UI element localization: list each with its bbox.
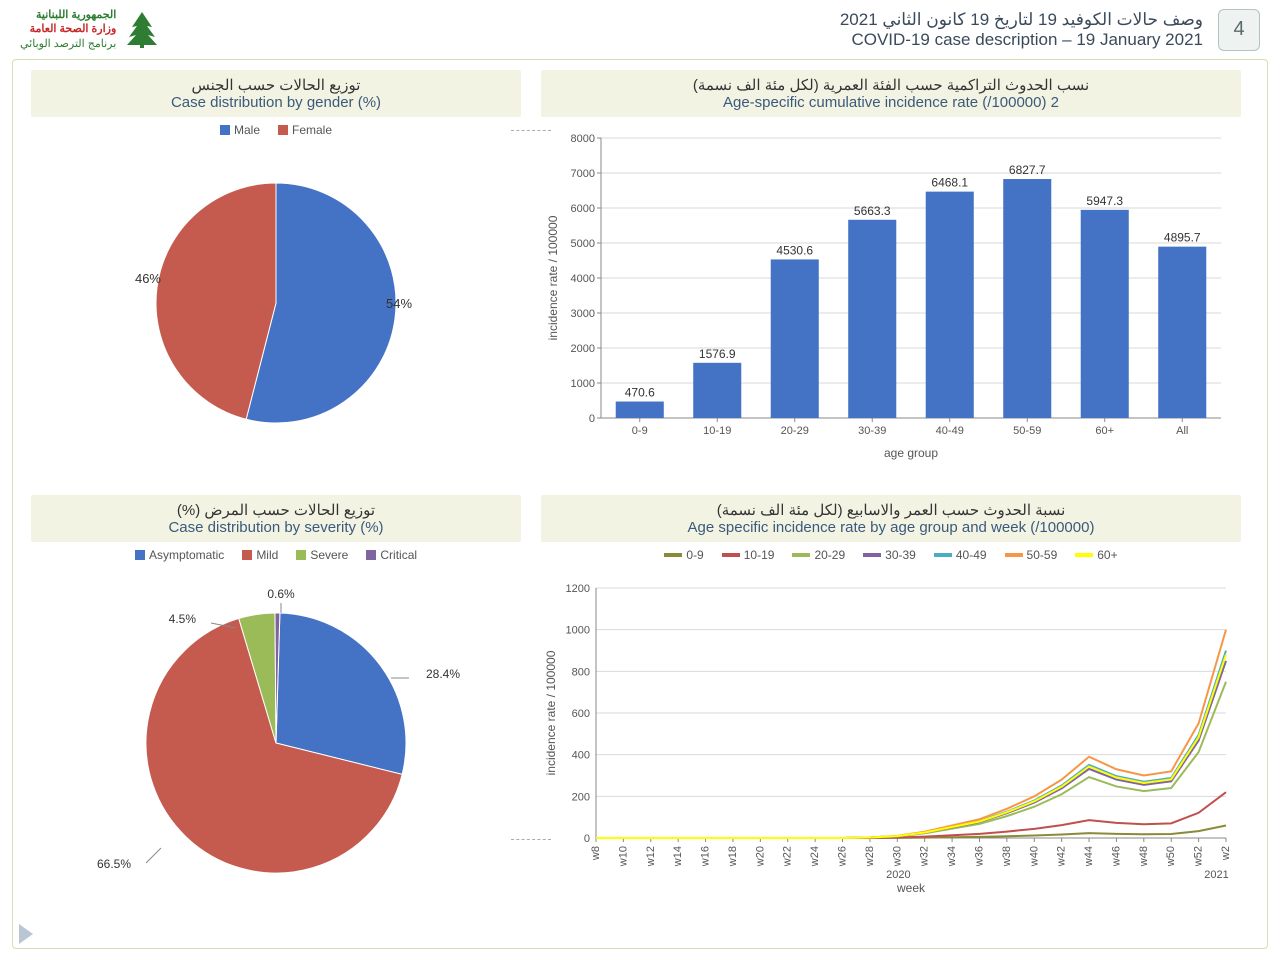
svg-text:46%: 46%: [135, 271, 161, 286]
svg-text:66.5%: 66.5%: [97, 857, 131, 871]
svg-text:2020: 2020: [886, 869, 910, 881]
svg-text:w36: w36: [973, 846, 985, 867]
svg-text:1000: 1000: [566, 625, 590, 637]
svg-text:30-39: 30-39: [858, 425, 886, 437]
svg-text:1576.9: 1576.9: [699, 347, 736, 361]
svg-text:w50: w50: [1165, 846, 1177, 867]
play-icon[interactable]: [19, 924, 33, 944]
svg-text:w26: w26: [837, 846, 849, 867]
age-week-line-legend: 0-910-1920-2930-3940-4950-5960+: [541, 548, 1241, 562]
svg-text:w44: w44: [1083, 846, 1095, 867]
svg-text:w18: w18: [727, 846, 739, 867]
svg-text:50-59: 50-59: [1013, 425, 1041, 437]
svg-text:1200: 1200: [566, 583, 590, 595]
svg-text:8000: 8000: [571, 133, 595, 145]
svg-text:0: 0: [589, 413, 595, 425]
svg-text:incidence rate / 100000: incidence rate / 100000: [544, 650, 558, 775]
logo-line3: برنامج الترصد الوبائي: [20, 37, 116, 51]
severity-pie-legend: AsymptomaticMildSevereCritical: [31, 548, 521, 562]
gender-pie-chart: 54% 46%: [31, 143, 521, 463]
gender-pie-legend: MaleFemale: [31, 123, 521, 137]
svg-text:5000: 5000: [571, 238, 595, 250]
svg-text:6000: 6000: [571, 203, 595, 215]
svg-text:200: 200: [572, 791, 590, 803]
age-week-line-panel: نسبة الحدوث حسب العمر والاسابيع (لكل مئة…: [541, 495, 1241, 910]
svg-text:10-19: 10-19: [703, 425, 731, 437]
svg-text:age group: age group: [884, 446, 938, 460]
svg-text:w8: w8: [590, 846, 602, 861]
page-header: الجمهورية اللبنانية وزارة الصحة العامة ب…: [0, 0, 1280, 55]
svg-text:w34: w34: [946, 846, 958, 867]
logo-line2: وزارة الصحة العامة: [20, 22, 116, 36]
svg-text:800: 800: [572, 666, 590, 678]
svg-text:2021: 2021: [1204, 869, 1228, 881]
svg-text:6827.7: 6827.7: [1009, 163, 1046, 177]
svg-text:w14: w14: [672, 846, 684, 867]
svg-text:w48: w48: [1138, 846, 1150, 867]
svg-text:All: All: [1176, 425, 1188, 437]
age-bar-title: نسب الحدوث التراكمية حسب الفئة العمرية (…: [541, 70, 1241, 117]
svg-text:w30: w30: [891, 846, 903, 867]
svg-text:w2: w2: [1220, 846, 1232, 861]
svg-text:400: 400: [572, 750, 590, 762]
severity-pie-panel: توزيع الحالات حسب المرض (%) Case distrib…: [31, 495, 521, 910]
severity-pie-title: توزيع الحالات حسب المرض (%) Case distrib…: [31, 495, 521, 542]
svg-text:w22: w22: [782, 846, 794, 867]
svg-text:60+: 60+: [1095, 425, 1114, 437]
content-frame: توزيع الحالات حسب الجنس Case distributio…: [12, 59, 1268, 949]
svg-text:4895.7: 4895.7: [1164, 231, 1201, 245]
svg-text:1000: 1000: [571, 378, 595, 390]
age-week-line-chart: 0 200 400 600 800 1000 1200 w8 w10 w12 w14 w16 w18 w2…: [541, 568, 1241, 908]
svg-text:2000: 2000: [571, 343, 595, 355]
svg-text:week: week: [896, 881, 926, 895]
svg-text:20-29: 20-29: [781, 425, 809, 437]
svg-text:w40: w40: [1028, 846, 1040, 867]
svg-text:3000: 3000: [571, 308, 595, 320]
svg-text:w38: w38: [1001, 846, 1013, 867]
page-title-block: وصف حالات الكوفيد 19 لتاريخ 19 كانون الث…: [162, 10, 1203, 50]
svg-text:w12: w12: [645, 846, 657, 867]
age-bar-chart: 0 1000 2000 3000 4000 5000 6000 7000 8000 470.6 0-…: [541, 123, 1241, 463]
svg-text:incidence rate / 100000: incidence rate / 100000: [546, 215, 560, 340]
svg-text:6468.1: 6468.1: [931, 176, 968, 190]
page-title-ar: وصف حالات الكوفيد 19 لتاريخ 19 كانون الث…: [162, 10, 1203, 30]
age-bar-panel: نسب الحدوث التراكمية حسب الفئة العمرية (…: [541, 70, 1241, 485]
svg-text:w42: w42: [1056, 846, 1068, 867]
svg-text:0.6%: 0.6%: [267, 587, 295, 601]
gender-pie-title: توزيع الحالات حسب الجنس Case distributio…: [31, 70, 521, 117]
age-week-line-title: نسبة الحدوث حسب العمر والاسابيع (لكل مئة…: [541, 495, 1241, 542]
svg-text:w28: w28: [864, 846, 876, 867]
page-title-en: COVID-19 case description – 19 January 2…: [162, 30, 1203, 50]
svg-text:600: 600: [572, 708, 590, 720]
svg-text:w20: w20: [754, 846, 766, 867]
svg-text:5663.3: 5663.3: [854, 204, 891, 218]
svg-text:w32: w32: [919, 846, 931, 867]
severity-pie-chart: 28.4% 66.5% 4.5% 0.6%: [31, 568, 521, 898]
svg-text:28.4%: 28.4%: [426, 667, 460, 681]
svg-text:w16: w16: [700, 846, 712, 867]
svg-text:40-49: 40-49: [936, 425, 964, 437]
svg-text:54%: 54%: [386, 296, 412, 311]
svg-text:w24: w24: [809, 846, 821, 867]
gender-pie-panel: توزيع الحالات حسب الجنس Case distributio…: [31, 70, 521, 485]
svg-text:4000: 4000: [571, 273, 595, 285]
svg-text:4.5%: 4.5%: [169, 612, 197, 626]
svg-text:5947.3: 5947.3: [1086, 194, 1123, 208]
svg-text:w52: w52: [1193, 846, 1205, 867]
svg-text:4530.6: 4530.6: [776, 243, 813, 257]
svg-text:w46: w46: [1110, 846, 1122, 867]
svg-text:0: 0: [584, 833, 590, 845]
svg-text:7000: 7000: [571, 168, 595, 180]
svg-text:470.6: 470.6: [625, 386, 655, 400]
ministry-logo: الجمهورية اللبنانية وزارة الصحة العامة ب…: [20, 8, 162, 51]
page-number-badge: 4: [1218, 9, 1260, 51]
logo-line1: الجمهورية اللبنانية: [20, 8, 116, 22]
svg-text:0-9: 0-9: [632, 425, 648, 437]
cedar-icon: [122, 9, 162, 49]
svg-text:w10: w10: [617, 846, 629, 867]
